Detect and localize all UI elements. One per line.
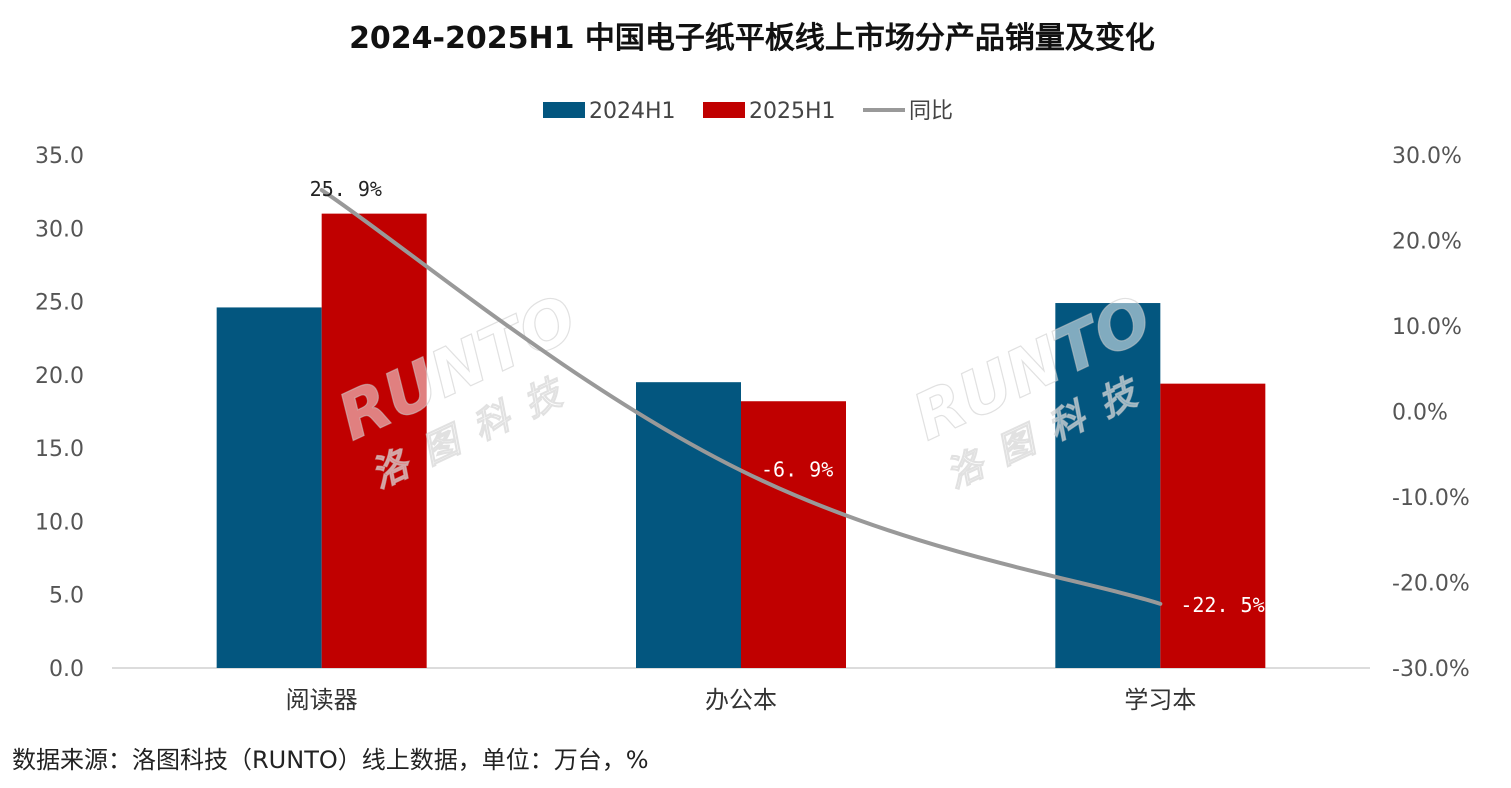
- legend-label: 2024H1: [589, 99, 676, 124]
- y-left-tick-label: 30.0: [35, 217, 84, 242]
- category-labels: 阅读器 办公本 学习本: [286, 686, 1197, 714]
- y-right-axis: -30.0% -20.0% -10.0% 0.0% 10.0% 20.0% 30.0%: [1392, 144, 1470, 682]
- chart-title: 2024-2025H1 中国电子纸平板线上市场分产品销量及变化: [349, 21, 1155, 56]
- legend-swatch-2024h1: [543, 102, 585, 118]
- bar-2024h1-3: [1055, 303, 1161, 668]
- category-label: 办公本: [705, 686, 777, 714]
- bar-2025h1-2: [741, 401, 846, 668]
- bar-2024h1-2: [636, 382, 741, 668]
- yoy-line: [319, 188, 1163, 606]
- yoy-line-group: 25. 9% -6. 9% -22. 5%: [310, 177, 1265, 617]
- legend-label: 2025H1: [749, 99, 836, 124]
- legend: 2024H1 2025H1 同比: [543, 99, 953, 124]
- category-label: 学习本: [1124, 686, 1196, 714]
- y-left-tick-label: 35.0: [35, 144, 84, 169]
- y-right-tick-label: 30.0%: [1392, 144, 1462, 169]
- y-left-tick-label: 20.0: [35, 364, 84, 389]
- y-right-tick-label: -30.0%: [1392, 657, 1470, 682]
- y-left-tick-label: 15.0: [35, 437, 84, 462]
- y-left-tick-label: 5.0: [49, 584, 84, 609]
- y-right-tick-label: 20.0%: [1392, 230, 1462, 255]
- y-left-tick-label: 25.0: [35, 291, 84, 316]
- y-right-tick-label: 10.0%: [1392, 315, 1462, 340]
- y-right-tick-label: 0.0%: [1392, 401, 1448, 426]
- bar-2025h1-1: [321, 213, 427, 668]
- category-label: 阅读器: [286, 686, 358, 714]
- yoy-data-label: -6. 9%: [761, 457, 833, 481]
- bars: [216, 213, 1266, 668]
- bar-2024h1-1: [216, 307, 322, 668]
- bar-2025h1-3: [1160, 383, 1266, 668]
- source-note: 数据来源：洛图科技（RUNTO）线上数据，单位：万台，%: [12, 746, 649, 774]
- y-left-axis: 0.0 5.0 10.0 15.0 20.0 25.0 30.0 35.0: [35, 144, 84, 682]
- legend-swatch-2025h1: [703, 102, 745, 118]
- yoy-data-label: 25. 9%: [310, 177, 382, 201]
- y-right-tick-label: -10.0%: [1392, 486, 1470, 511]
- y-left-tick-label: 0.0: [49, 657, 84, 682]
- y-right-tick-label: -20.0%: [1392, 572, 1470, 597]
- legend-label: 同比: [909, 99, 953, 124]
- y-left-tick-label: 10.0: [35, 510, 84, 535]
- yoy-data-label: -22. 5%: [1180, 593, 1264, 617]
